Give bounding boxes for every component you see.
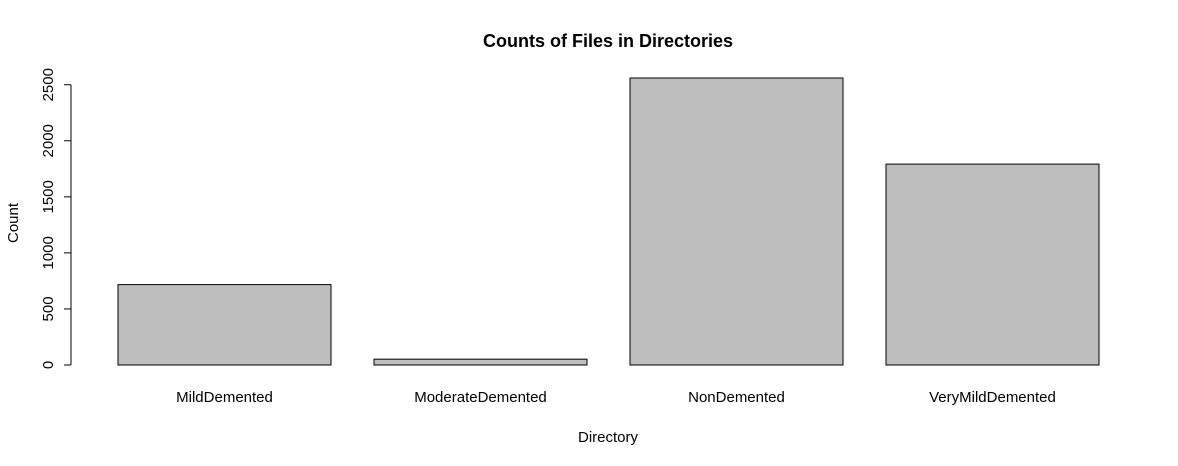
y-tick-label: 1500	[40, 180, 57, 213]
bar-verymilddemented	[885, 163, 1100, 366]
y-axis: 0 500 1000 1500 2000 2500	[40, 68, 72, 369]
y-tick-label: 0	[40, 361, 57, 369]
bars-group	[117, 77, 1100, 366]
bar-moderatedemented	[373, 358, 588, 366]
bar-nondemented	[629, 77, 844, 366]
y-tick-label: 1000	[40, 236, 57, 269]
y-tick-label: 2500	[40, 68, 57, 101]
x-tick-label: NonDemented	[688, 389, 785, 406]
y-tick-label: 2000	[40, 124, 57, 157]
x-tick-label: VeryMildDemented	[929, 389, 1056, 406]
y-tick-label: 500	[40, 296, 57, 321]
bar-milddemented	[117, 284, 332, 366]
x-tick-label: MildDemented	[176, 389, 273, 406]
chart-title: Counts of Files in Directories	[483, 31, 733, 51]
y-axis-label: Count	[5, 202, 22, 243]
x-axis-label: Directory	[578, 429, 639, 446]
x-tick-labels: MildDemented ModerateDemented NonDemented V…	[176, 389, 1056, 406]
x-tick-label: ModerateDemented	[414, 389, 547, 406]
